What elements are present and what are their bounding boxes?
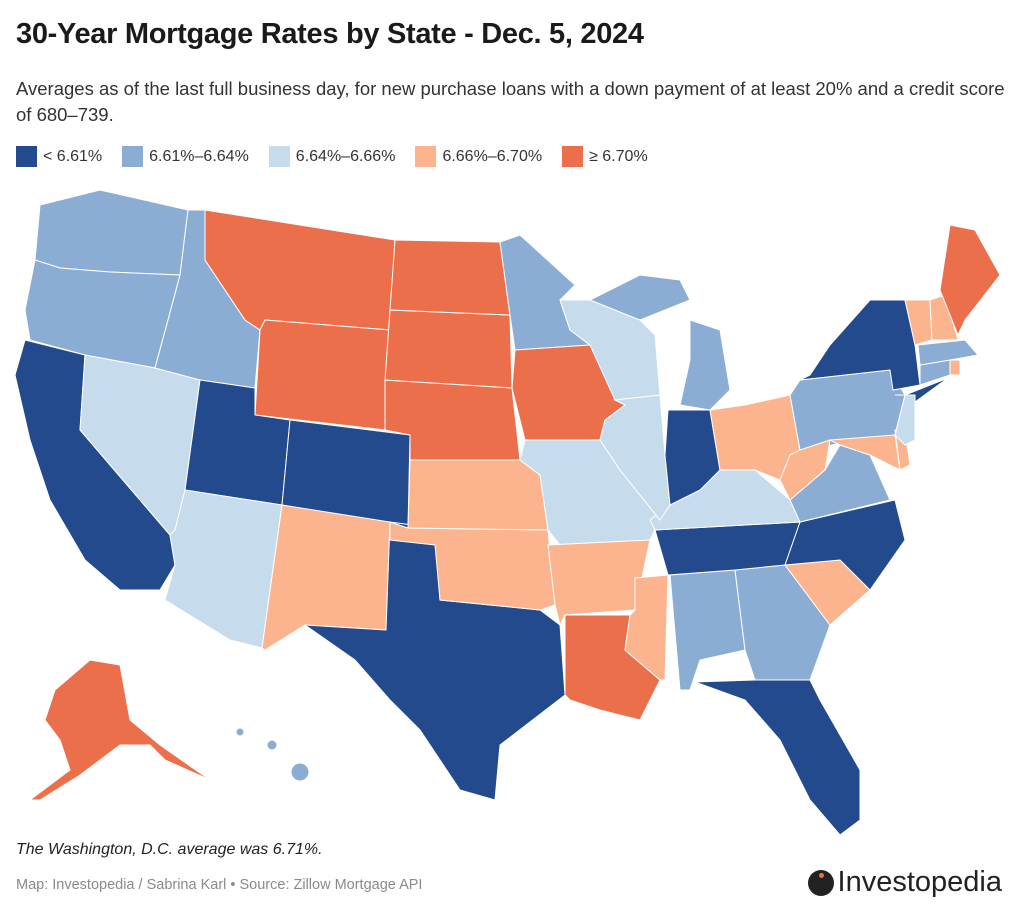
legend-swatch	[16, 146, 37, 167]
state-NH	[929, 294, 959, 341]
legend: < 6.61% 6.61%–6.64% 6.64%–6.66% 6.66%–6.…	[16, 146, 648, 167]
state-AZ	[164, 489, 283, 649]
legend-label: < 6.61%	[43, 147, 103, 165]
state-NC	[784, 499, 906, 591]
state-ME	[939, 224, 1001, 337]
legend-swatch	[268, 146, 290, 167]
state-IL	[599, 394, 671, 521]
legend-label: 6.61%–6.64%	[149, 147, 249, 165]
state-MD	[828, 434, 901, 471]
state-FL	[694, 679, 861, 836]
investopedia-logo: Investopedia	[807, 866, 1002, 899]
source-credit: Map: Investopedia / Sabrina Karl • Sourc…	[16, 877, 423, 893]
state-NY	[799, 299, 921, 391]
legend-swatch	[562, 146, 584, 167]
legend-swatch	[415, 146, 437, 167]
legend-swatch	[122, 146, 144, 167]
state-MI-lower	[679, 319, 731, 411]
legend-item: 6.66%–6.70%	[415, 146, 542, 167]
state-MA	[917, 339, 979, 366]
logo-mark-icon	[807, 869, 834, 896]
legend-item: 6.61%–6.64%	[122, 146, 249, 167]
state-SD	[384, 309, 513, 389]
subtitle: Averages as of the last full business da…	[16, 78, 1005, 125]
state-KS	[407, 459, 549, 531]
legend-item: 6.64%–6.66%	[268, 146, 396, 167]
state-NJ	[894, 394, 916, 446]
state-HI	[290, 762, 310, 782]
legend-label: 6.64%–6.66%	[295, 147, 396, 165]
state-ND	[389, 239, 511, 316]
state-AL	[669, 569, 746, 691]
state-WY	[254, 319, 391, 431]
state-WI	[559, 299, 661, 401]
dc-note: The Washington, D.C. average was 6.71%.	[16, 841, 323, 858]
legend-item: ≥ 6.70%	[562, 146, 648, 167]
state-WA	[34, 189, 189, 276]
state-AK	[28, 659, 211, 801]
state-MI-upper	[588, 274, 691, 321]
page-title: 30-Year Mortgage Rates by State - Dec. 5…	[16, 18, 644, 50]
legend-label: ≥ 6.70%	[589, 147, 648, 165]
state-HI	[235, 727, 245, 737]
state-RI	[949, 359, 961, 376]
legend-label: 6.66%–6.70%	[442, 147, 543, 165]
legend-item: < 6.61%	[16, 146, 102, 167]
state-HI	[266, 739, 278, 751]
state-MS	[624, 574, 669, 681]
us-map	[14, 189, 1001, 836]
logo-text: Investopedia	[837, 866, 1002, 898]
